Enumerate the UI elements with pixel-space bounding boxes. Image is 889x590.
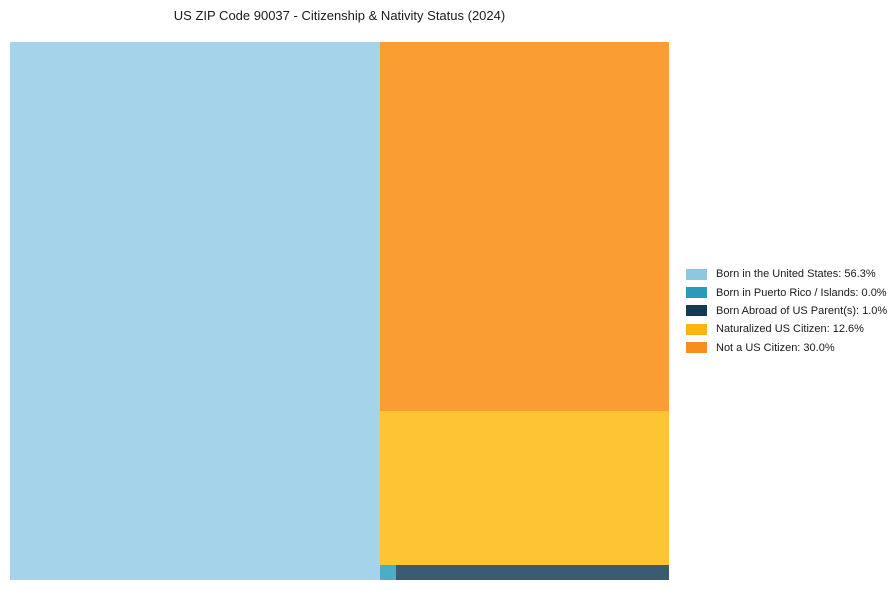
- chart-title: US ZIP Code 90037 - Citizenship & Nativi…: [173, 8, 506, 23]
- legend-item: Born in the United States: 56.3%: [686, 265, 887, 283]
- legend-item: Born in Puerto Rico / Islands: 0.0%: [686, 283, 887, 301]
- legend-swatch-icon: [686, 305, 707, 317]
- treemap-tile-born-in-puerto-rico-islands[interactable]: [380, 564, 396, 580]
- legend-swatch-icon: [686, 268, 707, 280]
- legend-item-label: Born in the United States: 56.3%: [716, 268, 876, 281]
- treemap-tile-born-abroad-of-us-parents[interactable]: [395, 564, 669, 580]
- legend-item: Not a US Citizen: 30.0%: [686, 339, 887, 357]
- treemap-plot: [10, 42, 669, 580]
- legend-item-label: Born Abroad of US Parent(s): 1.0%: [716, 304, 888, 317]
- treemap-tile-born-in-the-united-states[interactable]: [10, 42, 381, 580]
- legend-item-label: Born in Puerto Rico / Islands: 0.0%: [716, 286, 887, 299]
- legend-item: Born Abroad of US Parent(s): 1.0%: [686, 302, 887, 320]
- legend-item-label: Naturalized US Citizen: 12.6%: [716, 323, 864, 336]
- legend-swatch-icon: [686, 342, 707, 354]
- legend-swatch-icon: [686, 323, 707, 335]
- legend-swatch-icon: [686, 287, 707, 299]
- treemap-tile-not-a-us-citizen[interactable]: [380, 42, 669, 411]
- legend-item-label: Not a US Citizen: 30.0%: [716, 341, 835, 354]
- treemap-tile-naturalized-us-citizen[interactable]: [380, 411, 669, 565]
- legend: Born in the United States: 56.3% Born in…: [686, 265, 887, 357]
- legend-item: Naturalized US Citizen: 12.6%: [686, 320, 887, 338]
